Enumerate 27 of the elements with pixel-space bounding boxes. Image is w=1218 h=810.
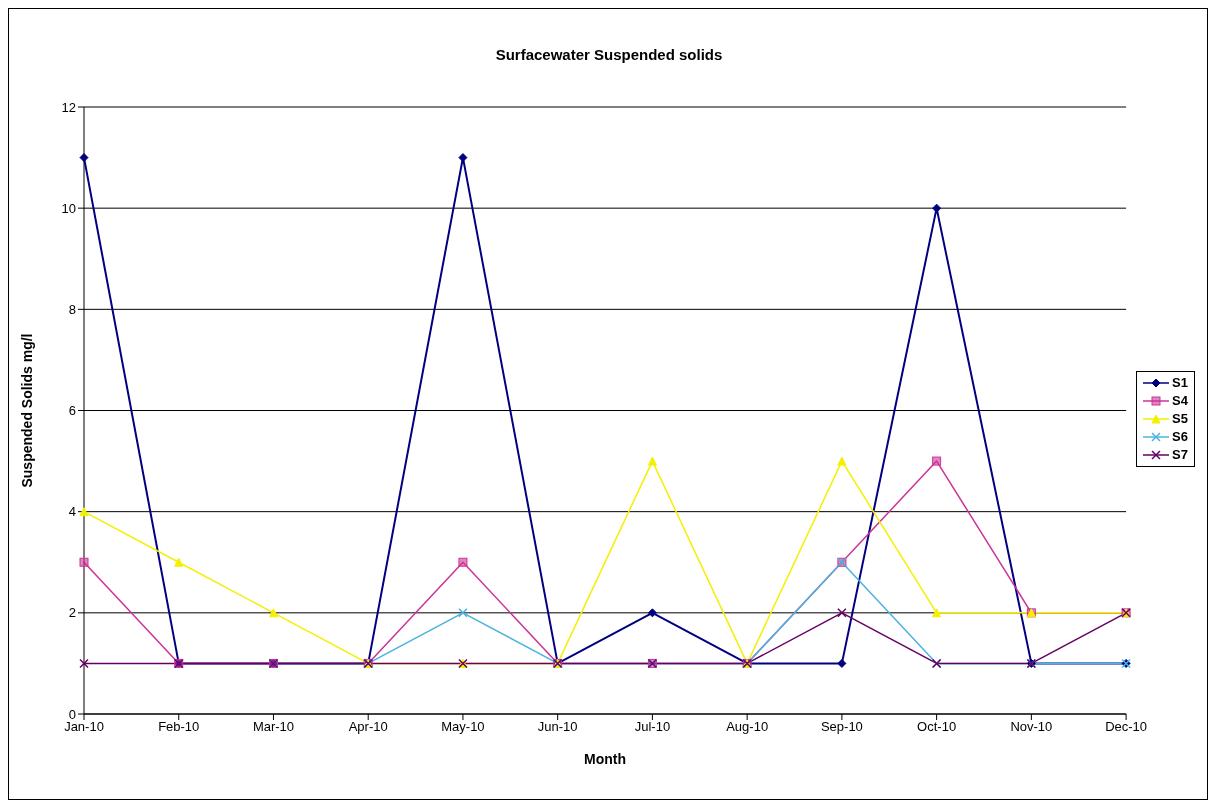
legend-label: S5	[1172, 410, 1188, 428]
y-tick-label: 4	[68, 504, 76, 520]
legend-label: S4	[1172, 392, 1188, 410]
x-axis-title: Month	[584, 751, 627, 767]
legend-label: S6	[1172, 428, 1188, 446]
x-tick-label: Jan-10	[64, 719, 104, 735]
y-tick-label: 12	[61, 99, 76, 115]
x-tick-label: Jun-10	[537, 719, 578, 735]
x-tick-label: Jul-10	[634, 719, 671, 735]
x-tick-label: Feb-10	[158, 719, 200, 735]
x-tick-label: Sep-10	[820, 719, 863, 735]
y-tick-label: 0	[68, 706, 76, 722]
x-tick-label: Apr-10	[348, 719, 388, 735]
chart-title: Surfacewater Suspended solids	[494, 46, 724, 63]
y-tick-label: 10	[61, 200, 76, 216]
legend-label: S1	[1172, 374, 1188, 392]
y-tick-label: 8	[68, 301, 76, 317]
x-tick-label: May-10	[441, 719, 485, 735]
x-tick-label: Mar-10	[252, 719, 295, 735]
x-tick-label: Nov-10	[1010, 719, 1053, 735]
x-tick-label: Oct-10	[917, 719, 957, 735]
x-tick-label: Dec-10	[1105, 719, 1148, 735]
y-tick-label: 6	[68, 403, 76, 419]
legend-label: S7	[1172, 446, 1188, 464]
y-axis-title: Suspended Solids mg/l	[18, 333, 35, 488]
x-tick-label: Aug-10	[726, 719, 769, 735]
y-tick-label: 2	[68, 605, 76, 621]
